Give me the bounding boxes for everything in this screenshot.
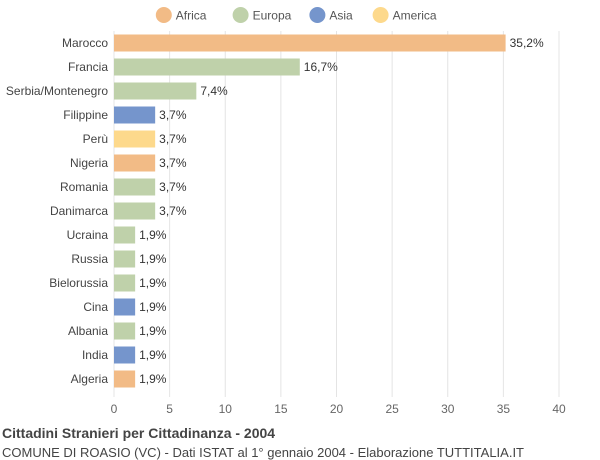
value-label: 1,9% bbox=[139, 324, 167, 338]
bar bbox=[114, 226, 136, 244]
category-label: Filippine bbox=[63, 108, 108, 122]
chart-title: Cittadini Stranieri per Cittadinanza - 2… bbox=[2, 425, 276, 441]
value-label: 3,7% bbox=[159, 156, 187, 170]
value-label: 1,9% bbox=[139, 300, 167, 314]
bar bbox=[114, 202, 156, 220]
category-labels: Marocco Francia Serbia/Montenegro Filippine… bbox=[6, 36, 108, 386]
legend: Africa Europa Asia America bbox=[155, 7, 437, 23]
legend-label: America bbox=[393, 9, 437, 23]
category-label: Marocco bbox=[62, 36, 108, 50]
bar bbox=[114, 178, 156, 196]
legend-label: Europa bbox=[253, 9, 292, 23]
chart-subtitle: COMUNE DI ROASIO (VC) - Dati ISTAT al 1°… bbox=[2, 445, 524, 460]
value-label: 3,7% bbox=[159, 180, 187, 194]
x-tick-label: 40 bbox=[552, 402, 566, 416]
legend-label: Africa bbox=[176, 9, 207, 23]
value-label: 1,9% bbox=[139, 372, 167, 386]
category-label: Albania bbox=[68, 324, 108, 338]
x-tick-label: 10 bbox=[219, 402, 233, 416]
x-tick-label: 20 bbox=[330, 402, 344, 416]
category-label: Bielorussia bbox=[49, 276, 108, 290]
legend-swatch bbox=[155, 7, 172, 23]
value-label: 35,2% bbox=[510, 36, 544, 50]
x-tick-label: 15 bbox=[274, 402, 288, 416]
bar bbox=[114, 322, 136, 340]
x-tick-label: 25 bbox=[385, 402, 399, 416]
value-label: 1,9% bbox=[139, 252, 167, 266]
x-axis-ticks: 0 5 10 15 20 25 30 35 40 bbox=[111, 402, 566, 416]
category-label: India bbox=[82, 348, 108, 362]
category-label: Russia bbox=[71, 252, 108, 266]
x-tick-label: 5 bbox=[166, 402, 173, 416]
value-label: 3,7% bbox=[159, 108, 187, 122]
bar-chart: Africa Europa Asia America Marocco Francia Se… bbox=[6, 7, 566, 416]
legend-swatch bbox=[372, 7, 389, 23]
category-label: Cina bbox=[83, 300, 108, 314]
bar bbox=[114, 58, 300, 76]
x-tick-label: 0 bbox=[111, 402, 118, 416]
category-label: Francia bbox=[68, 60, 108, 74]
value-labels: 35,2% 16,7% 7,4% 3,7% 3,7% 3,7% 3,7% 3,7% 1,9% 1,… bbox=[139, 36, 544, 386]
bar bbox=[114, 250, 136, 268]
value-label: 16,7% bbox=[304, 60, 338, 74]
legend-label: Asia bbox=[329, 9, 353, 23]
value-label: 3,7% bbox=[159, 204, 187, 218]
value-label: 3,7% bbox=[159, 132, 187, 146]
legend-swatch bbox=[309, 7, 326, 23]
category-label: Perù bbox=[83, 132, 108, 146]
bar bbox=[114, 106, 156, 124]
bar bbox=[114, 82, 197, 100]
category-label: Danimarca bbox=[50, 204, 108, 218]
value-label: 1,9% bbox=[139, 228, 167, 242]
x-tick-label: 30 bbox=[441, 402, 455, 416]
bar bbox=[114, 34, 506, 52]
bar bbox=[114, 370, 136, 388]
value-label: 1,9% bbox=[139, 348, 167, 362]
x-tick-label: 35 bbox=[497, 402, 511, 416]
value-label: 1,9% bbox=[139, 276, 167, 290]
bar bbox=[114, 130, 156, 148]
bar bbox=[114, 154, 156, 172]
bar bbox=[114, 274, 136, 292]
category-label: Ucraina bbox=[67, 228, 109, 242]
legend-swatch bbox=[232, 7, 249, 23]
category-label: Serbia/Montenegro bbox=[6, 84, 108, 98]
bars bbox=[114, 34, 506, 388]
category-label: Romania bbox=[60, 180, 108, 194]
bar bbox=[114, 346, 136, 364]
value-label: 7,4% bbox=[200, 84, 228, 98]
category-label: Algeria bbox=[71, 372, 109, 386]
bar bbox=[114, 298, 136, 316]
category-label: Nigeria bbox=[70, 156, 108, 170]
